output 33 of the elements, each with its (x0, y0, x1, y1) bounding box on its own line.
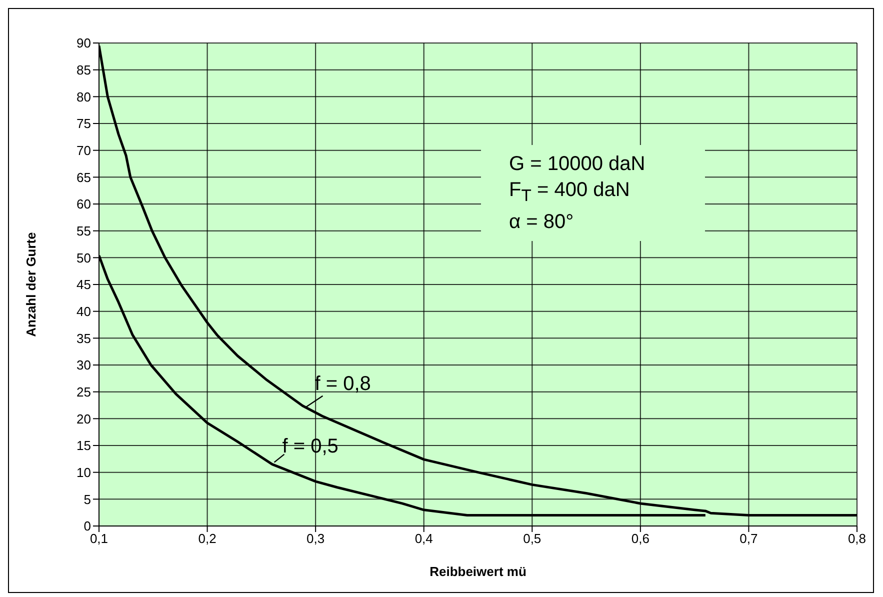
y-tick-label: 75 (76, 116, 91, 132)
x-tick-label: 0,8 (848, 531, 866, 546)
y-tick-label: 25 (76, 384, 91, 400)
x-tick-label: 0,5 (523, 531, 542, 546)
y-tick-label: 5 (84, 492, 91, 507)
y-tick-label: 0 (84, 518, 91, 534)
y-tick-label: 70 (76, 142, 91, 158)
y-tick-label: 20 (76, 411, 91, 426)
y-tick-label: 50 (76, 250, 91, 266)
y-tick-label: 30 (76, 358, 91, 373)
x-tick-label: 0,2 (198, 531, 216, 546)
x-tick-label: 0,4 (414, 531, 433, 546)
y-tick-label: 45 (76, 277, 91, 292)
y-tick-label: 60 (76, 196, 91, 212)
x-tick-label: 0,3 (306, 531, 325, 546)
annotation: α = 80° (509, 210, 575, 235)
y-tick-label: 55 (76, 223, 91, 238)
y-tick-label: 35 (76, 330, 91, 346)
annotation: F$_{T}$ = 400 daN (509, 178, 631, 207)
y-tick-label: 90 (76, 36, 91, 51)
y-tick-label: 85 (76, 62, 91, 78)
y-tick-label: 15 (76, 438, 91, 454)
y-tick-label: 40 (76, 304, 91, 319)
y-axis-title: Anzahl der Gurte (24, 232, 39, 337)
annotation: G = 10000 daN (509, 152, 646, 177)
x-axis-title: Reibbeiwert mü (430, 564, 526, 579)
x-tick-label: 0,6 (631, 531, 650, 546)
note-box: G = 10000 daN F$_{T}$ = 400 daN α = 80° (481, 145, 705, 241)
x-tick-label: 0,7 (740, 531, 758, 546)
y-tick-label: 65 (76, 170, 91, 185)
y-tick-label: 80 (76, 89, 91, 104)
y-tick-label: 10 (76, 464, 91, 480)
x-tick-label: 0,1 (90, 531, 108, 546)
